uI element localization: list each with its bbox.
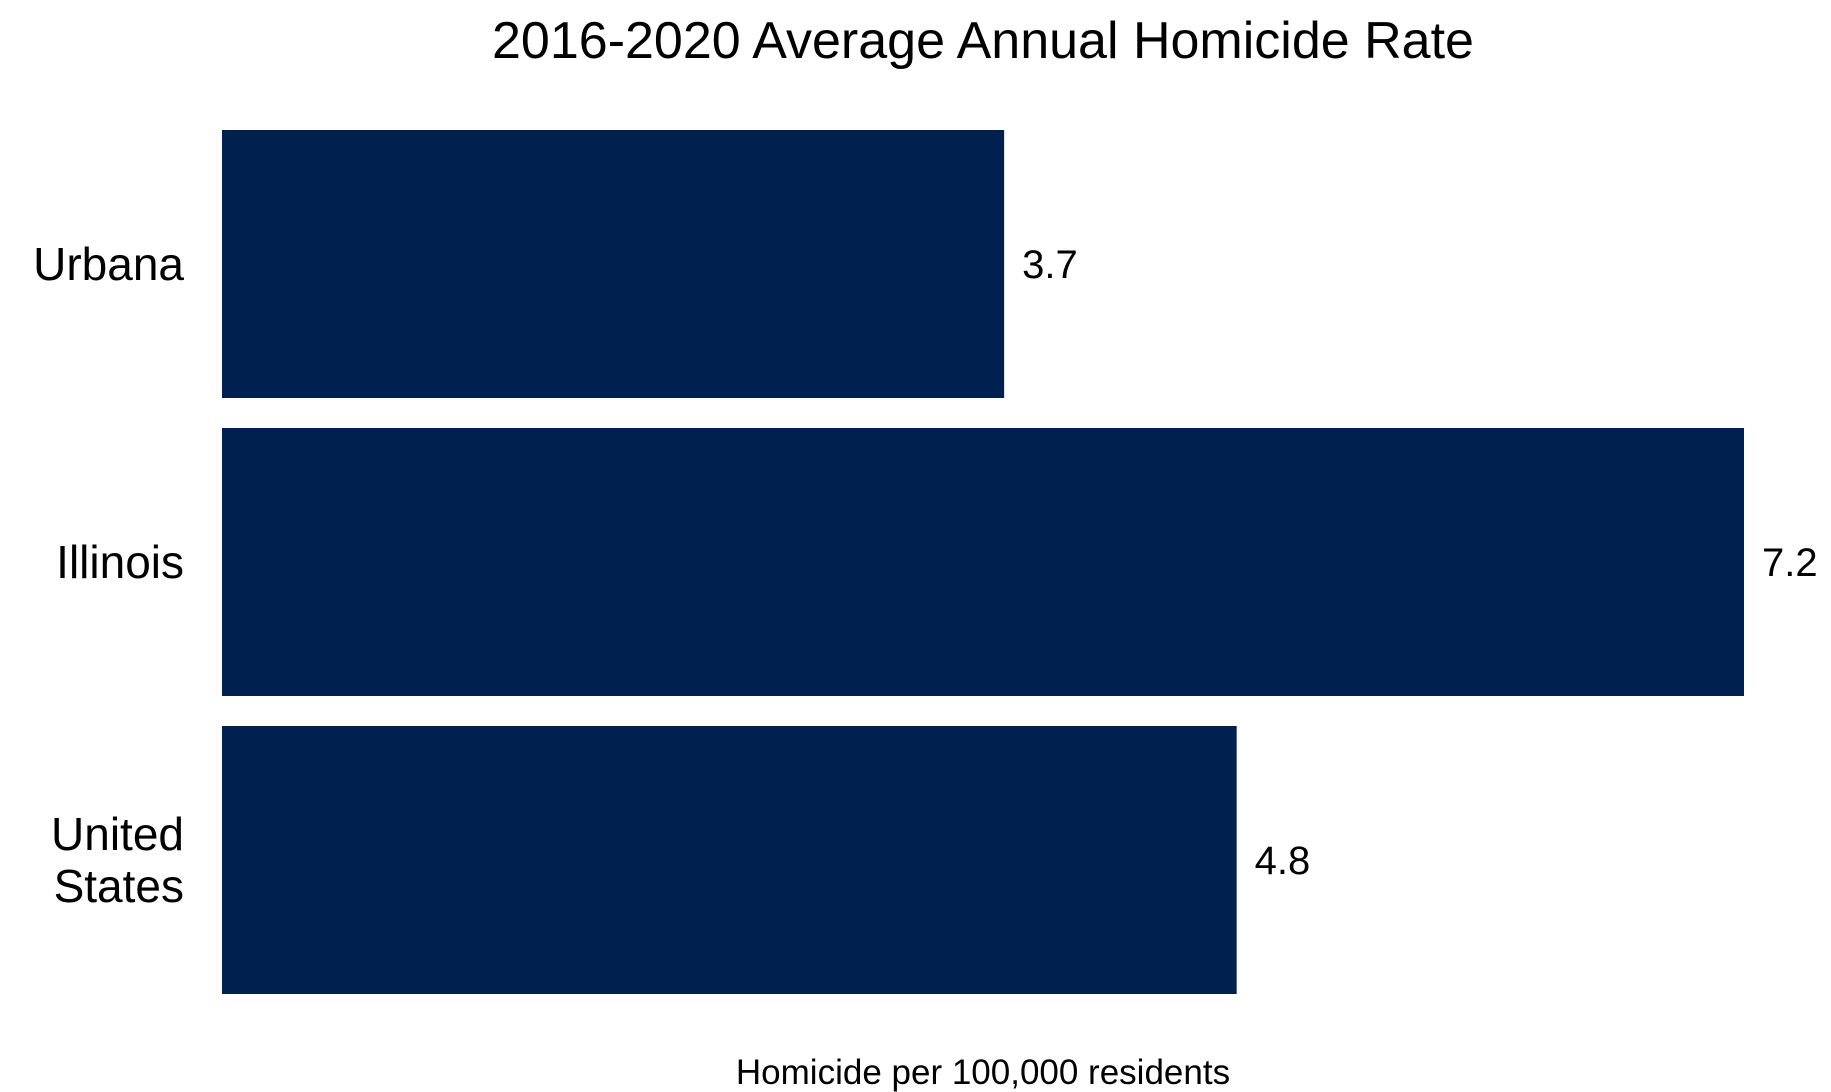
labels-layer: 3.7 Urbana 7.2 Illinois 4.8 United States xyxy=(33,238,1817,912)
category-label-2: United States xyxy=(51,808,184,912)
x-axis-label: Homicide per 100,000 residents xyxy=(736,1053,1230,1092)
bar-2 xyxy=(222,726,1237,994)
bars-layer xyxy=(222,130,1744,994)
value-label-1: 7.2 xyxy=(1762,541,1818,585)
category-label-line: United xyxy=(51,808,184,860)
bar-1 xyxy=(222,428,1744,696)
value-label-2: 4.8 xyxy=(1255,839,1311,883)
category-label-line: Urbana xyxy=(33,238,184,290)
category-label-line: States xyxy=(54,860,184,912)
category-label-line: Illinois xyxy=(56,536,184,588)
category-label-1: Illinois xyxy=(56,536,184,588)
bar-0 xyxy=(222,130,1005,398)
value-label-0: 3.7 xyxy=(1022,243,1078,287)
chart-title: 2016-2020 Average Annual Homicide Rate xyxy=(492,12,1474,70)
category-label-0: Urbana xyxy=(33,238,184,290)
